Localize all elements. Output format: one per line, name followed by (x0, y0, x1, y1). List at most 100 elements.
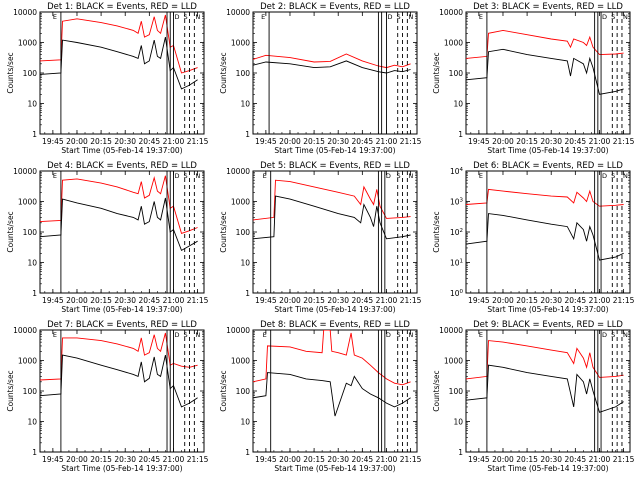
panel-title: Det 6: BLACK = Events, RED = LLD (473, 161, 623, 171)
y-tick-label: 100 (449, 69, 464, 78)
x-tick-label: 20:30 (540, 137, 562, 146)
y-tick-label: 1000 (444, 39, 463, 48)
y-tick-label: 1000 (231, 357, 250, 366)
series-line-events (253, 372, 411, 417)
panel-det-5: Det 5: BLACK = Events, RED = LLD 1 10 100 10… (219, 161, 422, 314)
x-tick-label: 20:30 (114, 296, 136, 305)
marker-label: S (397, 172, 401, 180)
y-tick-label: 100 (450, 289, 464, 298)
y-tick-label: 10 (240, 418, 250, 427)
marker-label: S (611, 172, 615, 180)
panel-det-3: Det 3: BLACK = Events, RED = LLD 1 10 100 10… (432, 2, 635, 155)
x-tick-label: 19:45 (42, 137, 64, 146)
y-tick-label: 1000 (18, 198, 37, 207)
y-tick-label: 10 (27, 259, 37, 268)
x-axis-title: Start Time (05-Feb-14 19:37:00) (274, 305, 395, 314)
series-line-events (253, 60, 411, 74)
marker-label: D (602, 172, 607, 180)
data-layer (466, 340, 624, 413)
y-tick-label: 104 (450, 167, 464, 176)
marker-label: S (397, 13, 401, 21)
x-tick-label: 19:45 (42, 296, 64, 305)
axes-frame (39, 11, 205, 135)
marker-label: E (479, 172, 483, 180)
y-tick-label: 1000 (444, 357, 463, 366)
panel-det-1: Det 1: BLACK = Events, RED = LLD 1 10 100 10… (6, 2, 209, 155)
x-tick-label: 20:15 (516, 296, 538, 305)
y-tick-label: 100 (236, 69, 251, 78)
axes-frame (39, 170, 205, 294)
data-layer (466, 29, 624, 95)
marker-label: D (386, 172, 391, 180)
y-tick-label: 1 (32, 289, 37, 298)
marker-label: S (184, 331, 188, 339)
marker-label: S (184, 172, 188, 180)
y-axis-title: Counts/sec (432, 52, 441, 93)
marker-label: E (53, 331, 57, 339)
axes-frame (465, 11, 631, 135)
panel-title: Det 9: BLACK = Events, RED = LLD (473, 320, 623, 330)
x-tick-label: 19:45 (468, 455, 490, 464)
y-tick-label: 1000 (231, 198, 250, 207)
y-tick-label: 10000 (439, 326, 463, 335)
x-tick-label: 20:30 (540, 296, 562, 305)
marker-label: E (53, 172, 57, 180)
x-axis-title: Start Time (05-Feb-14 19:37:00) (487, 305, 608, 314)
series-line-lld (253, 179, 411, 221)
x-tick-label: 20:15 (303, 296, 325, 305)
y-axis-title: Counts/sec (6, 211, 15, 252)
x-tick-label: 20:30 (327, 455, 349, 464)
panel-det-8: Det 8: BLACK = Events, RED = LLD 1 10 100 10… (219, 320, 422, 473)
data-layer (253, 330, 411, 417)
x-axis-title: Start Time (05-Feb-14 19:37:00) (61, 146, 182, 155)
x-tick-label: 20:15 (90, 455, 112, 464)
series-line-events (40, 354, 198, 408)
y-tick-label: 100 (23, 228, 38, 237)
panel-title: Det 1: BLACK = Events, RED = LLD (47, 2, 197, 12)
x-tick-label: 20:45 (565, 137, 587, 146)
x-tick-label: 21:15 (613, 296, 635, 305)
x-axis-title: Start Time (05-Feb-14 19:37:00) (274, 464, 395, 473)
marker-label: D (602, 331, 607, 339)
x-tick-label: 20:45 (352, 296, 374, 305)
y-tick-label: 10000 (226, 8, 250, 17)
y-axis-title: Counts/sec (219, 52, 228, 93)
y-tick-label: 1000 (231, 39, 250, 48)
y-tick-label: 10 (453, 100, 463, 109)
x-tick-label: 19:45 (468, 137, 490, 146)
y-tick-label: 1 (32, 130, 37, 139)
panel-det-9: Det 9: BLACK = Events, RED = LLD 1 10 100 10… (432, 320, 635, 473)
marker-label: S (611, 331, 615, 339)
marker-label: D (174, 172, 179, 180)
x-tick-label: 20:30 (114, 455, 136, 464)
x-tick-label: 21:00 (376, 296, 398, 305)
y-tick-label: 10000 (439, 8, 463, 17)
y-tick-label: 10 (27, 100, 37, 109)
x-tick-label: 20:15 (303, 137, 325, 146)
series-line-events (466, 48, 624, 95)
panel-title: Det 3: BLACK = Events, RED = LLD (473, 2, 623, 12)
x-tick-label: 21:15 (613, 137, 635, 146)
x-tick-label: 20:15 (516, 455, 538, 464)
y-tick-label: 100 (23, 69, 38, 78)
x-tick-label: 20:30 (114, 137, 136, 146)
marker-label: D (174, 331, 179, 339)
x-tick-label: 20:00 (66, 296, 88, 305)
y-tick-label: 1 (458, 448, 463, 457)
marker-label: N (623, 172, 628, 180)
series-line-events (40, 37, 198, 90)
marker-label: N (195, 13, 200, 21)
marker-label: D (174, 13, 179, 21)
x-tick-label: 21:00 (589, 296, 611, 305)
series-line-lld (40, 175, 198, 234)
y-tick-label: 10000 (226, 326, 250, 335)
marker-label: N (408, 13, 413, 21)
marker-label: D (387, 13, 392, 21)
panel-det-6: Det 6: BLACK = Events, RED = LLD 100 101 10… (432, 161, 635, 314)
marker-label: E (479, 331, 483, 339)
x-tick-label: 21:15 (187, 455, 209, 464)
x-tick-label: 20:45 (139, 455, 161, 464)
x-tick-label: 20:00 (492, 455, 514, 464)
x-tick-label: 19:45 (42, 455, 64, 464)
